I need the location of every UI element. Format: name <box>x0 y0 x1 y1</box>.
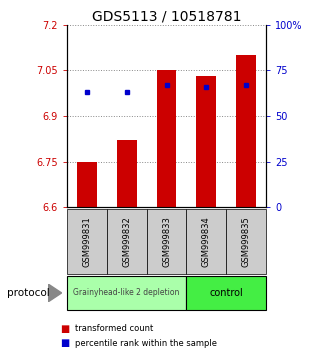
Text: protocol: protocol <box>7 288 49 298</box>
Title: GDS5113 / 10518781: GDS5113 / 10518781 <box>92 10 241 24</box>
Text: percentile rank within the sample: percentile rank within the sample <box>75 339 217 348</box>
Text: control: control <box>209 288 243 298</box>
Text: ■: ■ <box>60 338 69 348</box>
Text: Grainyhead-like 2 depletion: Grainyhead-like 2 depletion <box>73 289 180 297</box>
Bar <box>157 70 176 207</box>
Polygon shape <box>48 284 62 302</box>
Bar <box>77 161 97 207</box>
Text: GSM999831: GSM999831 <box>82 216 91 267</box>
Text: GSM999834: GSM999834 <box>202 216 211 267</box>
Text: transformed count: transformed count <box>75 324 153 333</box>
Text: GSM999835: GSM999835 <box>242 216 251 267</box>
Text: GSM999832: GSM999832 <box>122 216 131 267</box>
Bar <box>236 55 256 207</box>
Text: GSM999833: GSM999833 <box>162 216 171 267</box>
Bar <box>117 140 137 207</box>
Text: ■: ■ <box>60 324 69 333</box>
Bar <box>196 76 216 207</box>
